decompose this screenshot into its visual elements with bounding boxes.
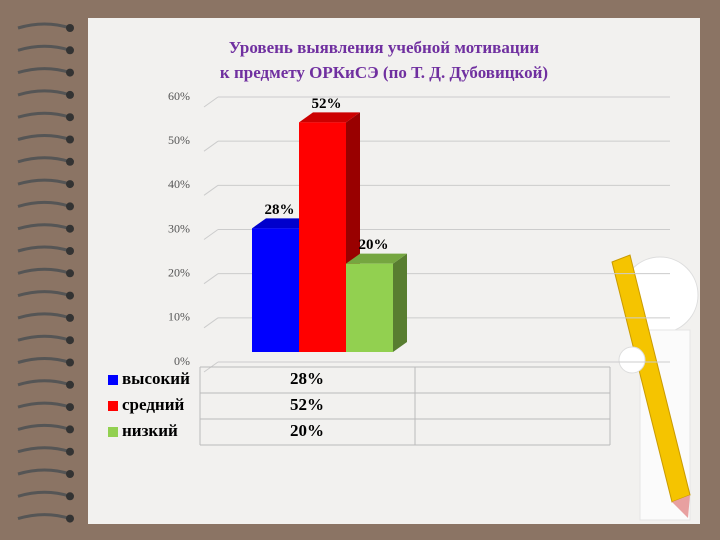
spiral-ring: [17, 357, 71, 364]
y-tick-label: 0%: [174, 354, 190, 368]
spiral-ring: [17, 267, 71, 275]
spiral-hole: [66, 68, 74, 77]
spiral-ring: [17, 200, 71, 208]
spiral-hole: [66, 425, 74, 434]
spiral-hole: [66, 157, 74, 166]
spiral-ring: [17, 22, 71, 30]
y-tick-label: 40%: [168, 177, 190, 191]
spiral-ring: [17, 401, 71, 409]
bar: [346, 263, 393, 352]
spiral-hole: [66, 403, 74, 412]
spiral-ring: [17, 44, 71, 52]
grid-line: [203, 140, 219, 152]
spiral-hole: [66, 90, 74, 99]
spiral-ring: [17, 290, 71, 298]
bar-top: [346, 253, 407, 264]
spiral-ring: [17, 513, 71, 521]
grid-line: [203, 229, 219, 240]
grid-line: [203, 317, 219, 329]
spiral-hole: [66, 113, 74, 122]
spiral-ring: [17, 312, 71, 320]
spiral-hole: [66, 24, 74, 32]
spiral-hole: [66, 380, 74, 389]
spiral-ring: [17, 334, 71, 342]
spiral-ring: [17, 468, 71, 476]
spiral-ring: [17, 67, 71, 75]
spiral-hole: [66, 135, 74, 144]
spiral-binding: [17, 22, 74, 523]
grid-line: [203, 273, 219, 285]
legend-swatch: [108, 401, 118, 411]
data-label: 52%: [312, 96, 342, 112]
bar-side: [393, 253, 407, 352]
spiral-hole: [66, 514, 74, 523]
y-tick-label: 60%: [168, 89, 190, 103]
bar: [252, 228, 299, 352]
chart-title: к предмету ОРКиСЭ (по Т. Д. Дубовицкой): [220, 63, 548, 82]
spiral-hole: [66, 336, 74, 345]
spiral-ring: [17, 89, 71, 97]
legend-label: высокий: [122, 369, 190, 388]
y-tick-label: 10%: [168, 310, 190, 324]
spiral-ring: [17, 178, 71, 186]
table-value: 52%: [290, 395, 324, 414]
pencil-figure: [611, 254, 699, 521]
spiral-ring: [17, 111, 71, 119]
spiral-hole: [66, 269, 74, 278]
bar-top: [299, 112, 360, 123]
legend-label: низкий: [122, 421, 178, 440]
spiral-hole: [66, 46, 74, 55]
spiral-ring: [17, 446, 71, 454]
spiral-hole: [66, 447, 74, 456]
spiral-ring: [17, 134, 71, 141]
spiral-ring: [17, 223, 71, 231]
spiral-ring: [17, 379, 71, 387]
bar-top: [252, 218, 313, 229]
spiral-hole: [66, 291, 74, 300]
spiral-ring: [17, 156, 71, 164]
table-value: 28%: [290, 369, 324, 388]
spiral-hole: [66, 247, 74, 255]
spiral-hole: [66, 180, 74, 189]
spiral-ring: [17, 245, 71, 253]
data-label: 20%: [359, 237, 389, 253]
legend-swatch: [108, 375, 118, 385]
bar: [299, 122, 346, 352]
spiral-hole: [66, 358, 74, 367]
y-tick-label: 30%: [168, 221, 190, 235]
spiral-hole: [66, 202, 74, 211]
y-tick-label: 20%: [168, 265, 190, 279]
spiral-hole: [66, 224, 74, 233]
grid-line: [203, 96, 219, 108]
table-value: 20%: [290, 421, 324, 440]
spiral-ring: [17, 490, 71, 498]
y-tick-label: 50%: [168, 133, 190, 147]
legend-swatch: [108, 427, 118, 437]
data-label: 28%: [265, 202, 295, 218]
spiral-ring: [17, 423, 71, 431]
spiral-hole: [66, 470, 74, 478]
spiral-hole: [66, 313, 74, 322]
chart-title: Уровень выявления учебной мотивации: [229, 38, 540, 57]
grid-line: [203, 184, 219, 196]
spiral-hole: [66, 492, 74, 501]
plot: 0% 10% 20% 30% 40% 50% 60% 28% 52% 20% высокий 28% с…: [108, 89, 670, 446]
legend-label: средний: [122, 395, 185, 414]
